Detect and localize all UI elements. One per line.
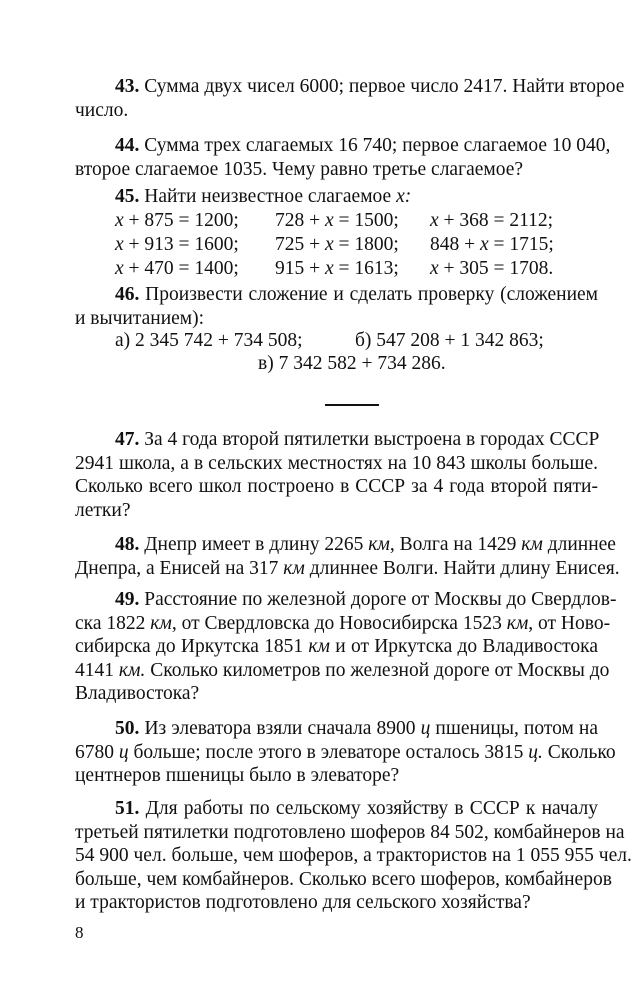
text-line: 49. Расстояние по железной дороге от Мос… <box>115 589 617 610</box>
text-line: Владивостока? <box>75 683 200 705</box>
problem-number: 46. <box>115 284 140 305</box>
italic-unit: x: <box>396 186 412 207</box>
problem-number: 48. <box>115 534 140 555</box>
text-line: ска 1822 км, от Свердловска до Новосибир… <box>75 612 611 634</box>
text-line: 43. Сумма двух чисел 6000; первое число … <box>115 76 625 97</box>
italic-unit: x <box>325 258 334 279</box>
italic-unit: x <box>115 258 124 279</box>
problem-50: 50. Из элеватора взяли сначала 8900 ц пш… <box>75 717 616 788</box>
problem-45: 45. Найти неизвестное слагаемое x: <box>75 185 598 209</box>
text-line: 4141 км. Сколько километров по железной … <box>75 659 610 681</box>
italic-unit: км. <box>118 659 146 681</box>
problem-48: 48. Днепр имеет в длину 2265 км, Волга н… <box>75 533 620 580</box>
problem-46-c: в) 7 342 582 + 734 286. <box>258 353 446 374</box>
text-line: 6780 ц больше; после этого в элеваторе о… <box>75 741 616 763</box>
italic-unit: x <box>430 258 439 279</box>
italic-unit: x <box>325 234 334 255</box>
text-line: 44. Сумма трех слагаемых 16 740; первое … <box>115 135 611 156</box>
equation: x + 875 = 1200; <box>115 210 239 231</box>
section-divider <box>325 404 379 406</box>
text-line: число. <box>75 99 129 121</box>
problem-number: 51. <box>115 798 140 819</box>
text-line: 45. Найти неизвестное слагаемое x: <box>115 186 412 207</box>
text-line: летки? <box>75 499 131 521</box>
italic-unit: x <box>115 210 124 231</box>
italic-unit: км <box>506 612 529 634</box>
italic-unit: км <box>308 636 330 658</box>
text-line: 48. Днепр имеет в длину 2265 км, Волга н… <box>115 534 616 555</box>
text-line: и трактористов подготовлено для сельског… <box>75 892 531 914</box>
equation: x + 305 = 1708. <box>430 258 554 279</box>
italic-unit: ц. <box>528 741 543 763</box>
text-line: и вычитанием): <box>75 307 205 329</box>
equation: 728 + x = 1500; <box>275 210 399 231</box>
problem-47: 47. За 4 года второй пятилетки выстроена… <box>75 428 600 522</box>
problem-number: 50. <box>115 718 140 739</box>
text-line: Сколько всего школ построено в СССР за 4… <box>75 476 598 498</box>
italic-unit: x <box>430 210 439 231</box>
italic-unit: x <box>115 234 124 255</box>
text-line: 47. За 4 года второй пятилетки выстроена… <box>115 429 600 450</box>
italic-unit: ц <box>420 718 431 739</box>
text-line: центнеров пшеницы было в элеваторе? <box>75 765 400 787</box>
problem-number: 49. <box>115 589 140 610</box>
italic-unit: км <box>283 557 305 579</box>
problem-46-a: а) 2 345 742 + 734 508; <box>115 330 303 351</box>
italic-unit: км <box>521 534 543 555</box>
text-line: 2941 школа, а в сельских местностях на 1… <box>75 452 598 474</box>
text-line: больше, чем комбайнеров. Сколько всего ш… <box>75 868 612 890</box>
problem-49: 49. Расстояние по железной дороге от Мос… <box>75 588 617 706</box>
text-line: третьей пятилетки подготовлено шоферов 8… <box>75 821 625 843</box>
page-number: 8 <box>75 923 84 942</box>
text-line: 46. Произвести сложение и сделать провер… <box>115 284 598 305</box>
text-line: 54 900 чел. больше, чем шоферов, а тракт… <box>75 845 632 867</box>
problem-43: 43. Сумма двух чисел 6000; первое число … <box>75 75 625 122</box>
problem-number: 43. <box>115 76 140 97</box>
equation: x + 470 = 1400; <box>115 258 239 279</box>
italic-unit: ц <box>118 741 129 763</box>
italic-unit: км <box>368 534 390 555</box>
equation: 725 + x = 1800; <box>275 234 399 255</box>
text-line: сибирска до Иркутска 1851 км и от Иркутс… <box>75 636 598 658</box>
equation: 915 + x = 1613; <box>275 258 399 279</box>
problem-44: 44. Сумма трех слагаемых 16 740; первое … <box>75 134 611 181</box>
problem-46-b: б) 547 208 + 1 342 863; <box>355 330 544 351</box>
text-line: 51. Для работы по сельскому хозяйству в … <box>115 798 598 819</box>
equation: x + 913 = 1600; <box>115 234 239 255</box>
italic-unit: км <box>150 612 172 634</box>
italic-unit: x <box>480 234 489 255</box>
equation: x + 368 = 2112; <box>430 210 554 231</box>
text-line: второе слагаемое 1035. Чему равно третье… <box>75 158 524 180</box>
problem-number: 44. <box>115 135 140 156</box>
problem-51: 51. Для работы по сельскому хозяйству в … <box>75 797 632 915</box>
italic-unit: x <box>325 210 334 231</box>
problem-46: 46. Произвести сложение и сделать провер… <box>75 283 598 330</box>
problem-number: 45. <box>115 186 140 207</box>
text-line: 50. Из элеватора взяли сначала 8900 ц пш… <box>115 718 598 739</box>
problem-number: 47. <box>115 429 140 450</box>
equation: 848 + x = 1715; <box>430 234 554 255</box>
text-line: Днепра, а Енисей на 317 км длиннее Волги… <box>75 557 620 579</box>
